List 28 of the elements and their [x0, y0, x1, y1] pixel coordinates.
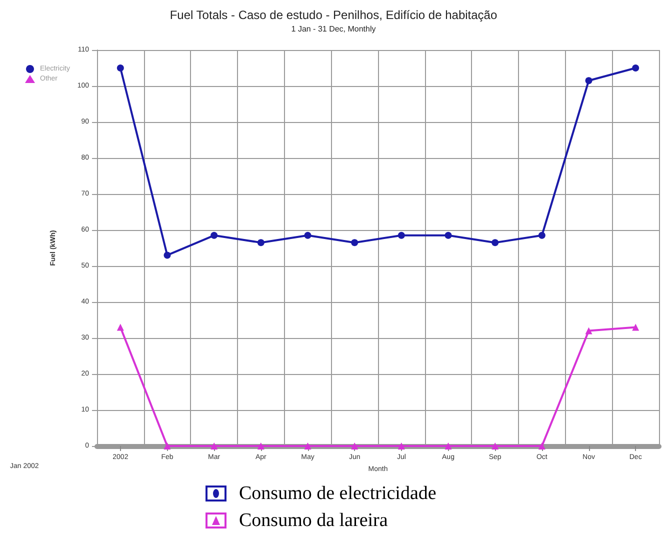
point: [116, 64, 124, 72]
chart-subtitle: 1 Jan - 31 Dec, Monthly: [291, 24, 376, 34]
point: [398, 232, 405, 239]
point: [632, 64, 640, 72]
point: [257, 442, 264, 450]
point: [210, 442, 218, 450]
point: [632, 324, 640, 331]
chart-title: Fuel Totals - Caso de estudo - Penilhos, Edifício de habitação: [170, 8, 498, 22]
point: [257, 239, 264, 246]
point: [538, 442, 546, 450]
point: [538, 232, 546, 239]
point: [444, 442, 452, 450]
point: [351, 239, 358, 246]
point: [164, 252, 171, 259]
point: [116, 324, 124, 331]
point: [585, 327, 592, 334]
text: Consumo de electricidade: [239, 482, 436, 504]
point: [398, 442, 405, 450]
point: [585, 77, 592, 84]
point: [304, 232, 312, 239]
point: [304, 442, 312, 450]
point: [210, 232, 218, 239]
point: [351, 442, 358, 450]
point: [164, 442, 171, 450]
point: [444, 232, 452, 239]
point: [492, 442, 499, 450]
text: Consumo da lareira: [239, 510, 388, 532]
point: [492, 239, 499, 246]
